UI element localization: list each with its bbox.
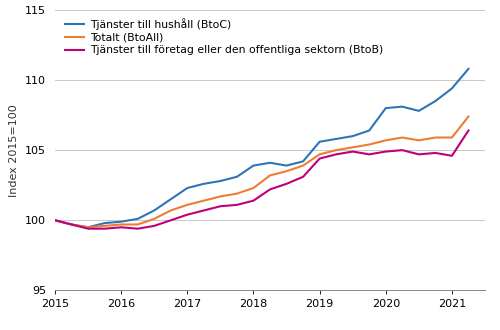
Totalt (BtoAll) [350,146,356,149]
Tjänster till hushåll (BtoC) [118,220,124,224]
Tjänster till företag eller den offentliga sektorn (BtoB) [250,199,256,203]
Tjänster till företag eller den offentliga sektorn (BtoB) [85,227,91,231]
Tjänster till företag eller den offentliga sektorn (BtoB) [350,149,356,153]
Tjänster till hushåll (BtoC) [184,186,190,190]
Totalt (BtoAll) [184,203,190,207]
Tjänster till hushåll (BtoC) [383,106,389,110]
Totalt (BtoAll) [366,143,372,147]
Tjänster till hushåll (BtoC) [366,128,372,132]
Totalt (BtoAll) [284,169,290,173]
Tjänster till företag eller den offentliga sektorn (BtoB) [134,227,140,231]
Tjänster till hushåll (BtoC) [267,161,273,165]
Totalt (BtoAll) [234,192,240,196]
Tjänster till hushåll (BtoC) [316,140,322,144]
Tjänster till företag eller den offentliga sektorn (BtoB) [267,187,273,191]
Tjänster till hushåll (BtoC) [218,179,224,183]
Totalt (BtoAll) [250,186,256,190]
Totalt (BtoAll) [333,148,339,152]
Tjänster till hushåll (BtoC) [416,109,422,113]
Tjänster till företag eller den offentliga sektorn (BtoB) [68,222,74,226]
Totalt (BtoAll) [466,115,471,118]
Tjänster till företag eller den offentliga sektorn (BtoB) [168,218,174,222]
Tjänster till hushåll (BtoC) [102,221,107,225]
Tjänster till hushåll (BtoC) [449,86,455,90]
Tjänster till företag eller den offentliga sektorn (BtoB) [449,154,455,158]
Tjänster till hushåll (BtoC) [85,225,91,229]
Totalt (BtoAll) [118,222,124,226]
Totalt (BtoAll) [85,225,91,229]
Tjänster till hushåll (BtoC) [432,99,438,103]
Tjänster till företag eller den offentliga sektorn (BtoB) [184,213,190,216]
Tjänster till hushåll (BtoC) [466,67,471,71]
Tjänster till hushåll (BtoC) [234,175,240,179]
Tjänster till företag eller den offentliga sektorn (BtoB) [151,224,157,228]
Tjänster till företag eller den offentliga sektorn (BtoB) [300,175,306,179]
Tjänster till företag eller den offentliga sektorn (BtoB) [102,227,107,231]
Y-axis label: Index 2015=100: Index 2015=100 [10,104,20,197]
Totalt (BtoAll) [400,136,406,140]
Totalt (BtoAll) [218,194,224,198]
Tjänster till hushåll (BtoC) [400,105,406,109]
Tjänster till hushåll (BtoC) [134,217,140,221]
Tjänster till företag eller den offentliga sektorn (BtoB) [218,204,224,208]
Totalt (BtoAll) [383,138,389,142]
Tjänster till hushåll (BtoC) [168,197,174,201]
Line: Tjänster till företag eller den offentliga sektorn (BtoB): Tjänster till företag eller den offentli… [55,130,469,229]
Totalt (BtoAll) [151,217,157,221]
Tjänster till hushåll (BtoC) [52,218,58,222]
Tjänster till företag eller den offentliga sektorn (BtoB) [316,156,322,160]
Tjänster till hushåll (BtoC) [201,182,207,186]
Tjänster till företag eller den offentliga sektorn (BtoB) [52,218,58,222]
Totalt (BtoAll) [316,152,322,156]
Line: Totalt (BtoAll): Totalt (BtoAll) [55,116,469,227]
Totalt (BtoAll) [168,209,174,213]
Totalt (BtoAll) [102,224,107,228]
Tjänster till företag eller den offentliga sektorn (BtoB) [366,152,372,156]
Totalt (BtoAll) [134,222,140,226]
Tjänster till företag eller den offentliga sektorn (BtoB) [432,151,438,155]
Tjänster till hushåll (BtoC) [250,164,256,168]
Tjänster till företag eller den offentliga sektorn (BtoB) [333,152,339,156]
Tjänster till hushåll (BtoC) [300,159,306,163]
Legend: Tjänster till hushåll (BtoC), Totalt (BtoAll), Tjänster till företag eller den o: Tjänster till hushåll (BtoC), Totalt (Bt… [64,18,383,55]
Tjänster till hushåll (BtoC) [284,164,290,168]
Totalt (BtoAll) [432,136,438,140]
Tjänster till hushåll (BtoC) [68,222,74,226]
Totalt (BtoAll) [267,174,273,178]
Tjänster till företag eller den offentliga sektorn (BtoB) [383,149,389,153]
Tjänster till företag eller den offentliga sektorn (BtoB) [400,148,406,152]
Totalt (BtoAll) [300,164,306,168]
Tjänster till företag eller den offentliga sektorn (BtoB) [118,225,124,229]
Tjänster till hushåll (BtoC) [151,209,157,213]
Tjänster till företag eller den offentliga sektorn (BtoB) [416,152,422,156]
Totalt (BtoAll) [52,218,58,222]
Tjänster till företag eller den offentliga sektorn (BtoB) [466,128,471,132]
Line: Tjänster till hushåll (BtoC): Tjänster till hushåll (BtoC) [55,69,469,227]
Tjänster till företag eller den offentliga sektorn (BtoB) [234,203,240,207]
Tjänster till hushåll (BtoC) [350,134,356,138]
Tjänster till företag eller den offentliga sektorn (BtoB) [201,209,207,213]
Totalt (BtoAll) [68,222,74,226]
Totalt (BtoAll) [416,138,422,142]
Totalt (BtoAll) [201,199,207,203]
Totalt (BtoAll) [449,136,455,140]
Tjänster till företag eller den offentliga sektorn (BtoB) [284,182,290,186]
Tjänster till hushåll (BtoC) [333,137,339,141]
